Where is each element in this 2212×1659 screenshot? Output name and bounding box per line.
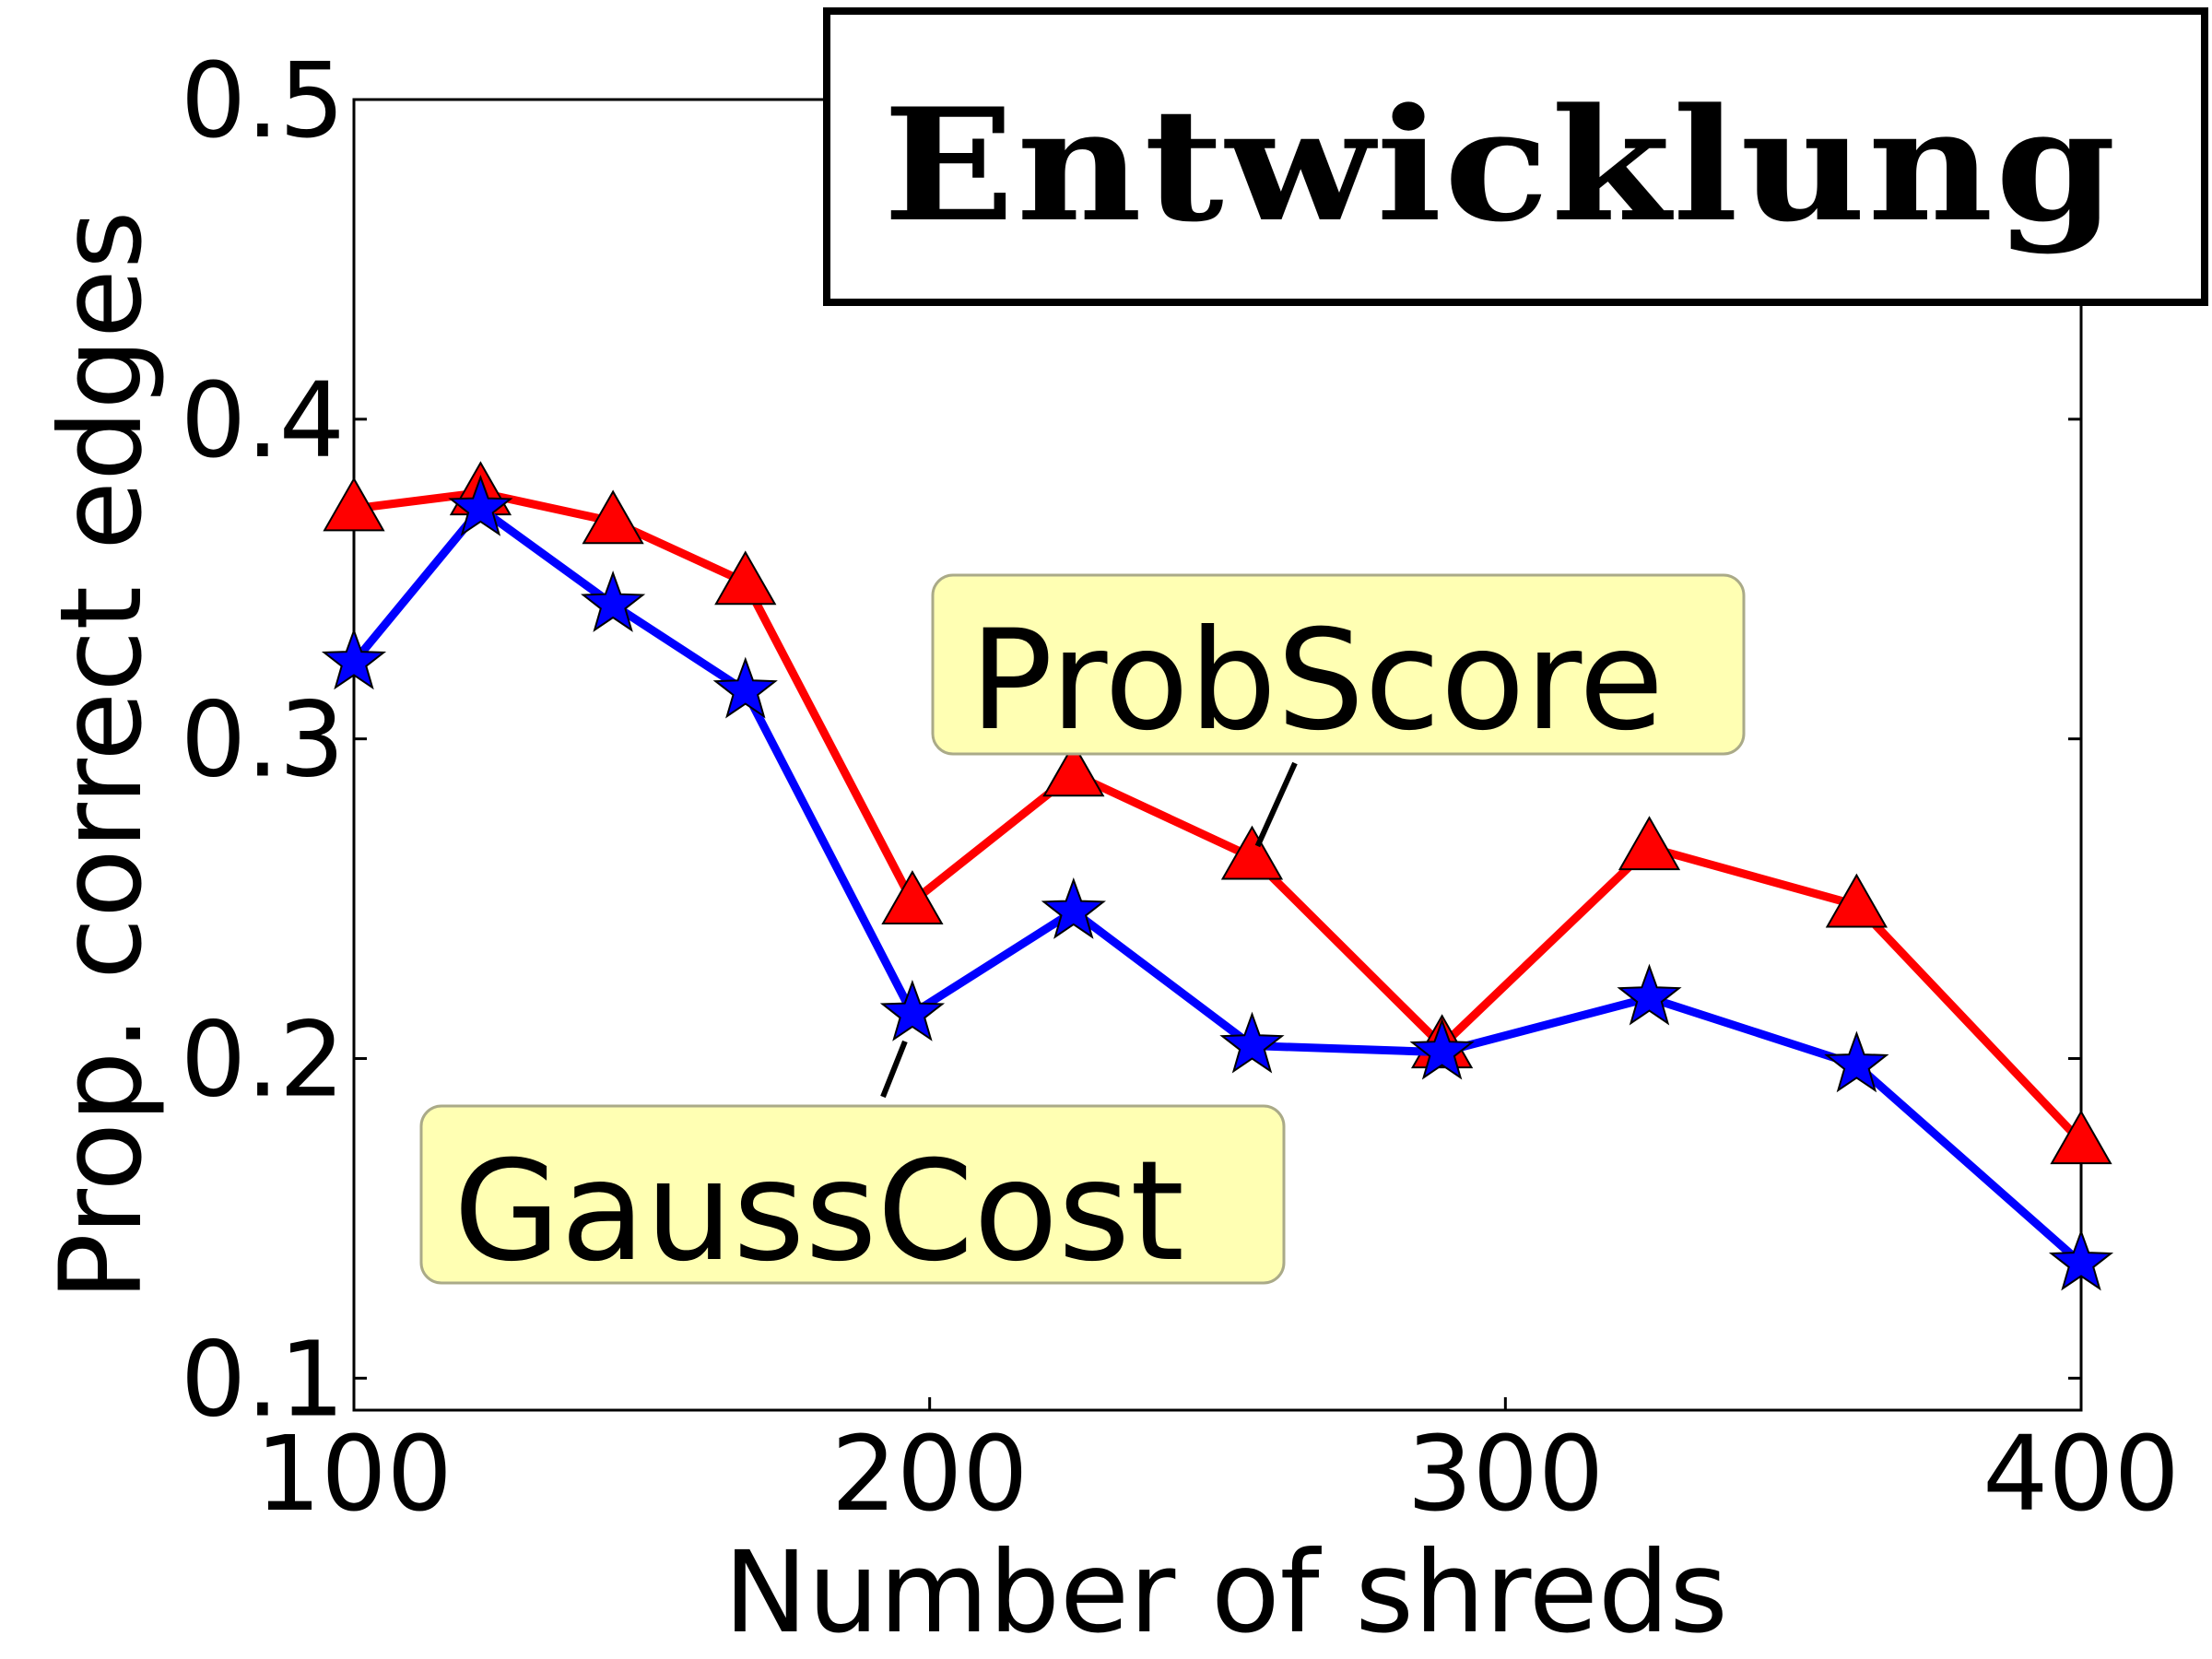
data-point-triangle (881, 870, 944, 925)
y-axis-ticks: 0.1 0.2 0.3 0.4 0.5 (181, 41, 2081, 1440)
data-point-star (2048, 1229, 2114, 1291)
y-tick-label: 0.4 (181, 361, 345, 481)
x-tick-label: 100 (255, 1415, 453, 1535)
data-point-triangle (323, 477, 385, 532)
data-point-star (1219, 1011, 1285, 1074)
data-point-triangle (1825, 873, 1888, 928)
y-axis-label: Prop. correct edges (36, 210, 167, 1300)
probscore-callout-leader (1254, 761, 1298, 848)
data-point-triangle (582, 489, 644, 545)
data-point-star (879, 979, 946, 1041)
y-tick-label: 0.3 (181, 681, 345, 801)
gausscost-callout: GaussCost (419, 1104, 1286, 1292)
data-point-star (448, 474, 513, 536)
data-point-triangle (1618, 816, 1681, 871)
data-point-star (1824, 1030, 1889, 1093)
probscore-callout-box (931, 573, 1746, 756)
data-point-triangle (1220, 825, 1284, 880)
x-tick-label: 400 (1983, 1415, 2180, 1535)
gausscost-callout-box (419, 1104, 1286, 1285)
series-layer (321, 461, 2114, 1291)
data-point-star (712, 656, 778, 719)
data-point-star (321, 628, 387, 690)
data-point-triangle (2050, 1110, 2112, 1165)
x-axis-ticks: 100 200 300 400 (255, 100, 2180, 1535)
inset-frame (823, 7, 2208, 306)
probscore-callout-label: ProbScore (970, 601, 1664, 761)
inset-word-image: Entwicklung (823, 7, 2208, 306)
data-point-star (1409, 1018, 1475, 1080)
x-tick-label: 200 (831, 1415, 1029, 1535)
y-tick-label: 0.2 (181, 1000, 345, 1120)
data-point-triangle (714, 550, 777, 606)
x-axis-label: Number of shreds (724, 1527, 1728, 1658)
data-point-star (1041, 877, 1106, 939)
data-point-star (1617, 963, 1682, 1026)
data-point-star (581, 571, 646, 632)
x-tick-label: 300 (1406, 1415, 1604, 1535)
gausscost-callout-leader (880, 1040, 908, 1099)
inset-word: Entwicklung (883, 74, 2118, 256)
y-tick-label: 0.5 (181, 41, 345, 161)
probscore-callout: ProbScore (931, 573, 1746, 761)
series-gausscost (321, 474, 2114, 1291)
y-tick-label: 0.1 (181, 1320, 345, 1440)
gausscost-callout-label: GaussCost (453, 1132, 1184, 1292)
data-point-triangle (1042, 742, 1105, 797)
